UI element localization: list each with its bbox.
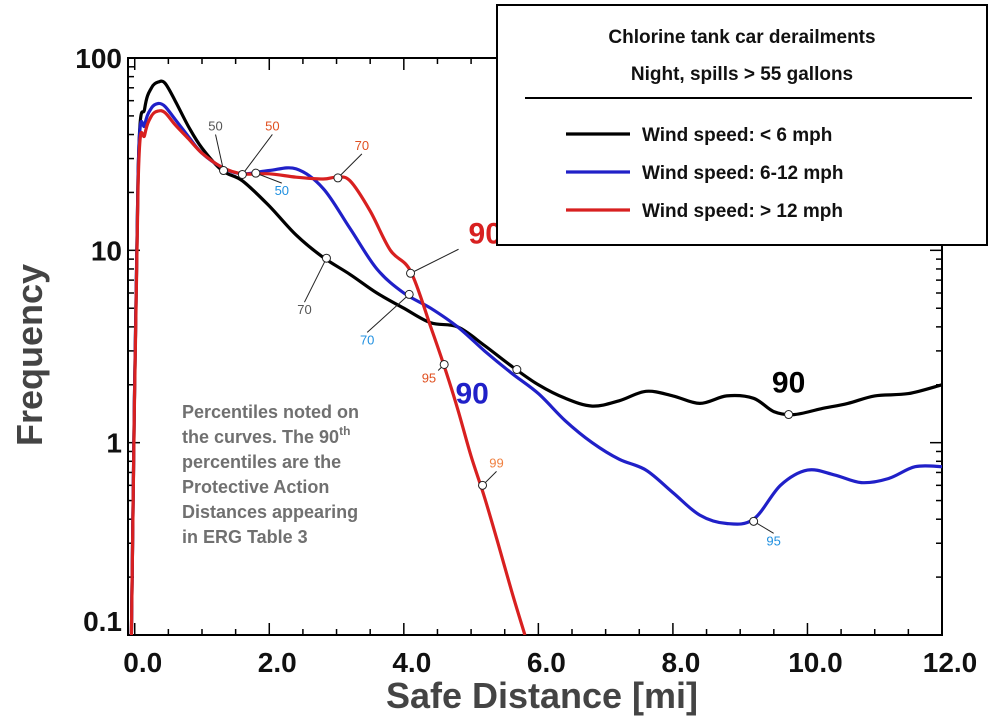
percentile-leader — [304, 257, 327, 303]
percentile-label-8: 70 — [355, 138, 369, 153]
legend-box — [496, 4, 988, 246]
x-tick-label: 6.0 — [527, 647, 566, 678]
percentile-label-2: 90 — [772, 367, 805, 400]
legend-label-0: Wind speed: < 6 mph — [642, 125, 832, 146]
legend-label-2: Wind speed: > 12 mph — [642, 201, 843, 222]
percentile-label-0: 50 — [208, 119, 222, 134]
x-tick-label: 2.0 — [258, 647, 297, 678]
percentile-label-6: 95 — [766, 533, 780, 548]
note-line-5: in ERG Table 3 — [182, 527, 308, 547]
note-line-2: percentiles are the — [182, 452, 341, 472]
percentile-marker — [512, 365, 522, 375]
percentile-label-4: 70 — [360, 332, 374, 347]
percentile-marker — [439, 359, 449, 369]
percentile-label-7: 50 — [265, 118, 279, 133]
percentile-marker — [404, 289, 414, 299]
percentile-leader — [215, 134, 225, 171]
note-line-1: the curves. The 90th — [182, 424, 350, 447]
percentile-leader — [366, 294, 410, 333]
legend-label-1: Wind speed: 6-12 mph — [642, 163, 843, 184]
percentile-marker — [237, 169, 247, 179]
percentile-marker — [478, 480, 488, 490]
series-line-1 — [129, 101, 942, 635]
percentile-marker — [784, 410, 794, 420]
y-tick-label: 100 — [75, 43, 122, 74]
x-tick-label: 12.0 — [923, 647, 978, 678]
x-tick-label: 0.0 — [123, 647, 162, 678]
percentile-marker — [251, 168, 261, 178]
percentile-label-1: 70 — [297, 302, 311, 317]
x-tick-label: 4.0 — [392, 647, 431, 678]
percentile-label-10: 95 — [422, 370, 436, 385]
y-tick-label: 1 — [106, 428, 122, 459]
percentile-label-3: 50 — [275, 183, 289, 198]
legend-subtitle: Night, spills > 55 gallons — [631, 64, 853, 85]
y-tick-label: 10 — [91, 235, 122, 266]
percentile-marker — [321, 253, 331, 263]
percentile-leader — [241, 134, 273, 175]
percentile-marker — [219, 166, 229, 176]
x-tick-label: 8.0 — [661, 647, 700, 678]
percentile-label-5: 90 — [455, 378, 488, 411]
percentile-marker — [749, 516, 759, 526]
series-line-2 — [129, 109, 527, 635]
note-line-3: Protective Action — [182, 477, 329, 497]
x-tick-label: 10.0 — [788, 647, 843, 678]
x-axis-title: Safe Distance [mi] — [386, 675, 698, 716]
percentile-leader — [337, 153, 363, 179]
percentile-leader — [410, 248, 459, 274]
series-group — [129, 79, 942, 635]
legend-title: Chlorine tank car derailments — [608, 27, 875, 48]
percentile-marker — [333, 173, 343, 183]
note-line-4: Distances appearing — [182, 502, 358, 522]
note-line-0: Percentiles noted on — [182, 402, 359, 422]
percentile-marker — [406, 268, 416, 278]
percentile-leader — [255, 172, 282, 184]
y-axis-title: Frequency — [9, 264, 50, 446]
y-tick-label: 0.1 — [83, 606, 122, 637]
percentile-label-11: 99 — [489, 455, 503, 470]
